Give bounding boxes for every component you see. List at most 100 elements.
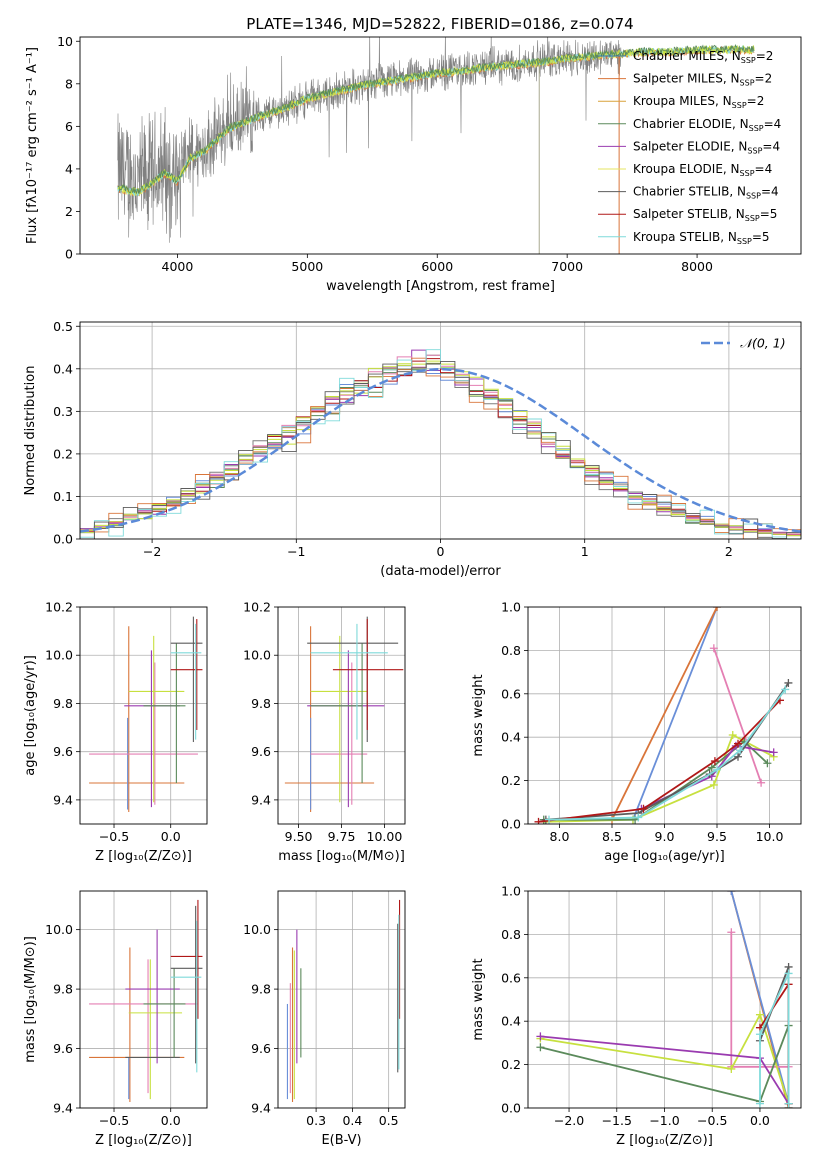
legend-label: 𝒩(0, 1) [740, 336, 786, 351]
y-tick-label: 0.2 [53, 446, 73, 461]
x-tick-label: 7000 [551, 259, 583, 274]
y-tick-label: 9.6 [53, 744, 73, 759]
legend-text: Chabrier ELODIE, N [633, 117, 749, 131]
y-tick-label: 10.0 [243, 922, 271, 937]
x-axis-label: wavelength [Angstrom, rest frame] [326, 279, 555, 294]
weight-marker [784, 1099, 793, 1108]
y-tick-label: 0.0 [501, 817, 521, 832]
x-tick-label: −1.5 [602, 1113, 632, 1128]
legend-label: Kroupa ELODIE, NSSP=4 [633, 162, 772, 178]
weight-series-line [730, 891, 790, 1104]
weight-marker [545, 815, 553, 824]
x-tick-label: −1 [287, 544, 305, 559]
y-axis-label: mass [log₁₀(M/M⊙)] [23, 936, 38, 1063]
legend-text: Kroupa MILES, N [633, 94, 732, 108]
y-tick-label: 0.8 [501, 643, 521, 658]
weight-series-line [641, 744, 774, 810]
panel-residuals: −2 −1 0 1 2 0.0 0.1 0.2 0.3 0.4 0.5 (data-model)/er… [23, 319, 802, 579]
x-tick-label: 6000 [421, 259, 453, 274]
y-tick-label: 0.4 [53, 361, 73, 376]
legend-text: =5 [752, 230, 770, 244]
y-tick-label: 9.8 [251, 982, 271, 997]
weight-series-line [713, 647, 762, 784]
legend-text: =5 [760, 207, 778, 221]
legend-label: Chabrier MILES, NSSP=2 [633, 49, 773, 65]
x-tick-label: 0.0 [161, 829, 181, 844]
plot-area-spectrum [117, 37, 755, 254]
x-tick-label: 5000 [291, 259, 323, 274]
y-tick-label: 9.8 [251, 696, 271, 711]
y-tick-label: 9.4 [251, 1101, 271, 1116]
y-tick-label: 1.0 [501, 884, 521, 899]
x-tick-label: 10.00 [367, 829, 403, 844]
y-tick-label: 9.6 [251, 744, 271, 759]
x-axis-label: (data-model)/error [380, 564, 501, 579]
x-tick-label: −1.0 [649, 1113, 679, 1128]
y-tick-label: 0.1 [53, 489, 73, 504]
panel-spectrum: 4000 5000 6000 7000 8000 0 2 4 6 8 10 wavelength [A… [25, 34, 802, 294]
panel-mass-vs-ebv: 0.3 0.4 0.5 9.4 9.6 9.8 10.0 E(B-V) [243, 890, 406, 1148]
x-tick-label: 0.0 [750, 1113, 770, 1128]
axes-frame [79, 36, 802, 255]
x-tick-label: 10.0 [756, 829, 784, 844]
weight-marker [728, 731, 737, 740]
legend-text: Chabrier STELIB, N [633, 185, 746, 199]
y-tick-label: 10.0 [45, 648, 73, 663]
x-tick-label: 0.3 [306, 1113, 326, 1128]
legend-subscript: SSP [740, 169, 755, 178]
weight-series-line [611, 607, 718, 821]
x-tick-label: 0.4 [342, 1113, 362, 1128]
y-tick-label: 0.6 [501, 970, 521, 985]
x-tick-label: 0 [437, 544, 445, 559]
legend-text: Salpeter ELODIE, N [633, 139, 747, 153]
weight-marker [755, 1030, 764, 1039]
weight-marker [709, 780, 718, 789]
y-tick-label: 9.6 [53, 1041, 73, 1056]
legend-label: Chabrier ELODIE, NSSP=4 [633, 117, 781, 133]
legend-text: Kroupa STELIB, N [633, 230, 737, 244]
x-tick-label: −0.5 [697, 1113, 727, 1128]
y-tick-label: 9.4 [251, 792, 271, 807]
legend-subscript: SSP [737, 237, 752, 246]
legend-subscript: SSP [749, 124, 764, 133]
legend-text: Kroupa ELODIE, N [633, 162, 740, 176]
legend-subscript: SSP [732, 101, 747, 110]
axes-frame [527, 606, 802, 825]
weight-marker [639, 804, 648, 813]
x-tick-label: −0.5 [99, 829, 129, 844]
panel-mass-weight-vs-age: 8.0 8.5 9.0 9.5 10.0 0.0 0.2 0.4 0.6 0.8 1.0 age [l… [471, 600, 802, 864]
y-tick-label: 9.6 [251, 1041, 271, 1056]
legend-subscript: SSP [740, 79, 755, 88]
y-axis-label: Flux [fλ10⁻¹⁷ erg cm⁻² s⁻¹ A⁻¹] [25, 47, 40, 244]
x-tick-label: 0.0 [161, 1113, 181, 1128]
legend-text: =4 [762, 139, 780, 153]
x-axis-label: Z [log₁₀(Z/Z⊙)] [95, 1133, 192, 1148]
y-tick-label: 2 [65, 204, 73, 219]
legend-text: Salpeter MILES, N [633, 72, 740, 86]
legend-label: Salpeter STELIB, NSSP=5 [633, 207, 777, 223]
panel-age-vs-mass: 9.50 9.75 10.00 9.4 9.6 9.8 10.0 10.2 mass [log₁… [243, 600, 406, 864]
y-tick-label: 6 [65, 119, 73, 134]
histogram-series [80, 357, 801, 539]
weight-marker [763, 759, 772, 768]
weight-marker [755, 1099, 764, 1108]
y-tick-label: 0.6 [501, 686, 521, 701]
plot-area-mass-vs-z [80, 891, 207, 1108]
legend-label: Kroupa STELIB, NSSP=5 [633, 230, 770, 246]
weight-marker [707, 763, 716, 772]
histogram-series [80, 349, 801, 539]
y-tick-label: 0.4 [501, 1014, 521, 1029]
x-tick-label: −2 [143, 544, 161, 559]
x-tick-label: 9.5 [707, 829, 727, 844]
histogram-series [80, 360, 801, 539]
weight-marker [781, 685, 790, 694]
model-spectrum [117, 43, 755, 195]
y-tick-label: 9.4 [53, 792, 73, 807]
weight-marker [534, 817, 543, 824]
y-tick-label: 0.5 [53, 319, 73, 334]
legend-text: =2 [747, 94, 765, 108]
plot-area-mass-weight-vs-z [528, 891, 801, 1108]
axes-frame [277, 606, 406, 825]
y-tick-label: 0 [65, 247, 73, 262]
y-axis-label: age [log₁₀(age/yr)] [23, 655, 38, 776]
